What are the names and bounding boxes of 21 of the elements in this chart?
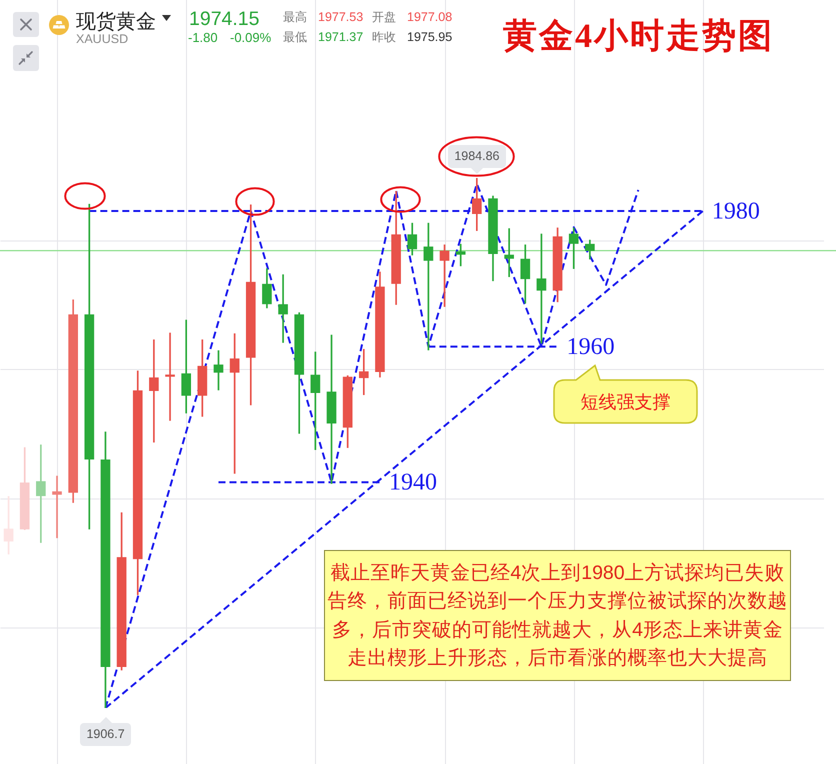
text: 1971.37 — [318, 30, 364, 44]
text: 开盘 — [372, 10, 396, 24]
text: 1977.08 — [407, 10, 452, 24]
annotation: 截止至昨天黄金已经4次上到1980上方试探均已失败告终，前面已经说到一个压力支撑位被试探的次数越多，后市突破的可能性就越大，从4形态上来讲黄金走出楔形上升形态，后市看涨的概率也大大提高 — [326, 560, 788, 671]
text: 昨收 — [372, 30, 396, 44]
text: 1975.95 — [407, 30, 452, 44]
series-label: 1960 — [566, 334, 615, 360]
text: 最低 — [283, 30, 307, 44]
series-label: 1980 — [712, 198, 760, 224]
text: 最高 — [283, 10, 307, 24]
text: 1977.53 — [318, 10, 364, 24]
annotation: 1984.86 — [448, 145, 506, 168]
text: -0.09% — [230, 30, 272, 45]
text: XAUUSD — [76, 32, 128, 46]
chart-title: 黄金4小时走势图 — [503, 18, 774, 55]
annotation: 短线强支撑 — [580, 391, 672, 414]
text: -1.80 — [188, 30, 218, 45]
text: 1974.15 — [189, 8, 260, 30]
series-label: 1940 — [388, 469, 437, 496]
chart-subtitle: 现货黄金 — [76, 11, 156, 33]
annotation: 1906.7 — [80, 723, 131, 746]
